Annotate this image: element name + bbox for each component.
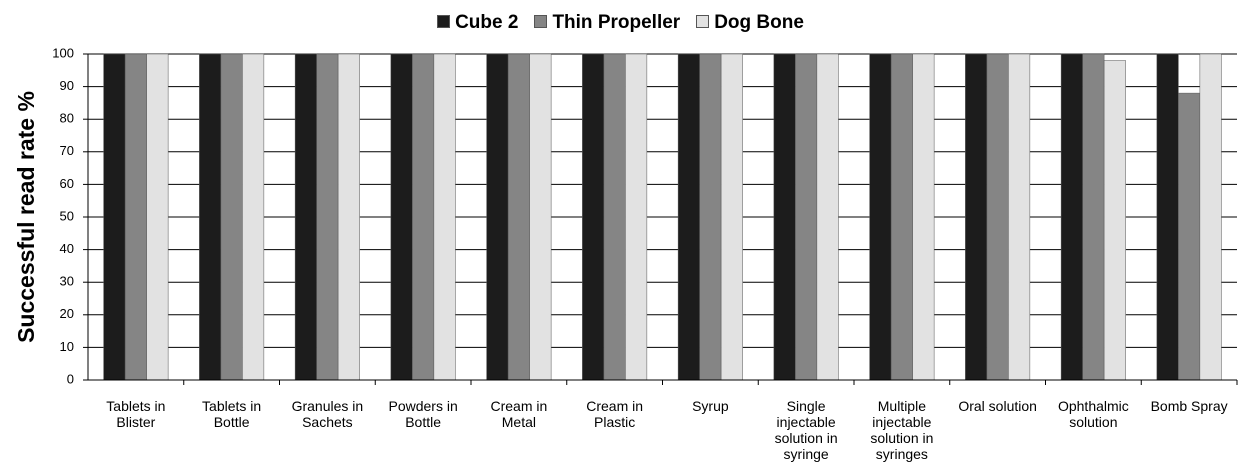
bar [1060,53,1083,381]
bar [390,53,413,381]
bar [869,53,892,381]
y-tick-label: 60 [60,176,74,191]
bar [433,53,456,381]
bar [720,53,743,381]
x-tick-label: Cream in Metal [490,398,548,430]
x-tick-label: Cream in Plastic [586,398,644,430]
bar [890,53,913,381]
bar [986,53,1009,381]
bar [412,53,435,381]
bar [486,53,509,381]
bar [1156,53,1179,381]
bar [103,53,126,381]
y-tick-label: 30 [60,274,74,289]
bar [603,53,626,381]
bar [146,53,169,381]
y-tick-label: 40 [60,241,74,256]
bar [965,53,988,381]
x-tick-label: Ophthalmic solution [1057,398,1129,430]
legend-label: Cube 2 [455,12,519,33]
bar [625,53,648,381]
x-tick-label: Tablets in Blister [106,398,166,430]
legend-label: Thin Propeller [552,12,681,33]
bar [816,53,839,381]
bar [337,53,360,381]
bar [124,53,147,381]
y-tick-label: 80 [60,111,74,126]
bar [316,53,339,381]
legend-item: Thin Propeller [534,12,680,33]
bar [507,53,530,381]
bar [199,53,222,381]
x-tick-label: Powders in Bottle [388,398,458,430]
y-tick-label: 50 [60,208,74,223]
legend-item: Cube 2 [437,12,518,33]
x-tick-label: Single injectable solution in syringe [774,398,838,462]
legend: Cube 2 Thin Propeller Dog Bone [0,12,1241,34]
bar [529,53,552,381]
legend-swatch [696,15,710,28]
x-tick-label: Oral solution [958,398,1037,414]
y-tick-label: 90 [60,78,74,93]
x-tick-label: Tablets in Bottle [202,398,262,430]
x-tick-label: Multiple injectable solution in syringes [870,398,934,462]
bar [1103,60,1126,381]
y-tick-label: 0 [67,371,74,386]
bar [1008,53,1031,381]
bar [1199,53,1222,381]
bar [795,53,818,381]
bar [677,53,700,381]
x-tick-label: Granules in Sachets [291,398,364,430]
bar [242,53,265,381]
bar [773,53,796,381]
legend-label: Dog Bone [714,12,804,33]
y-tick-label: 70 [60,143,74,158]
y-axis-title: Successful read rate % [13,91,39,343]
bar [699,53,722,381]
legend-swatch [437,15,451,28]
bar [294,53,317,381]
bar [220,53,243,381]
bar [1178,92,1201,381]
bar [912,53,935,381]
y-tick-label: 100 [52,45,74,60]
y-tick-label: 10 [60,339,74,354]
bar [1082,53,1105,381]
legend-swatch [534,15,548,28]
x-tick-label: Syrup [692,398,729,414]
bar [582,53,605,381]
x-tick-label: Bomb Spray [1150,398,1228,414]
legend-item: Dog Bone [696,12,804,33]
y-tick-label: 20 [60,306,74,321]
